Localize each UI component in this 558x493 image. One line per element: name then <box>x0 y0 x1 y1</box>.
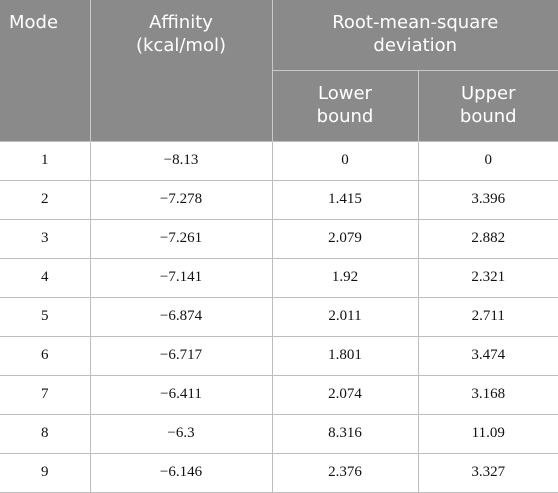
table-row: 7 −6.411 2.074 3.168 <box>0 374 558 414</box>
cell-mode: 6 <box>0 335 90 375</box>
header-rmsd: Root-mean-square deviation <box>271 0 558 70</box>
header-upper-line1: Upper <box>461 82 516 104</box>
header-lower-line1: Lower <box>318 82 372 104</box>
table-row: 1 −8.13 0 0 <box>0 140 558 180</box>
cell-lower-bound: 2.376 <box>271 452 418 493</box>
cell-affinity: −6.146 <box>89 452 272 493</box>
table-row: 8 −6.3 8.316 11.09 <box>0 413 558 453</box>
header-upper-line2: bound <box>459 105 517 127</box>
cell-upper-bound: 2.711 <box>417 296 558 336</box>
header-affinity-line2: (kcal/mol) <box>135 35 226 56</box>
cell-mode: 8 <box>0 413 90 453</box>
cell-mode: 4 <box>0 257 90 297</box>
cell-upper-bound: 2.882 <box>417 218 558 258</box>
cell-lower-bound: 1.801 <box>271 335 418 375</box>
header-affinity-line1: Affinity <box>149 12 213 33</box>
cell-affinity: −7.261 <box>89 218 272 258</box>
cell-lower-bound: 2.079 <box>271 218 418 258</box>
cell-mode: 2 <box>0 179 90 219</box>
table-row: 6 −6.717 1.801 3.474 <box>0 335 558 375</box>
cell-mode: 5 <box>0 296 90 336</box>
cell-affinity: −8.13 <box>89 140 272 180</box>
cell-lower-bound: 8.316 <box>271 413 418 453</box>
cell-lower-bound: 0 <box>271 140 418 180</box>
cell-upper-bound: 3.327 <box>417 452 558 493</box>
table-row: 5 −6.874 2.011 2.711 <box>0 296 558 336</box>
cell-upper-bound: 3.168 <box>417 374 558 414</box>
cell-affinity: −6.3 <box>89 413 272 453</box>
cell-affinity: −6.717 <box>89 335 272 375</box>
table-row: 4 −7.141 1.92 2.321 <box>0 257 558 297</box>
table-row: 2 −7.278 1.415 3.396 <box>0 179 558 219</box>
table-row: 3 −7.261 2.079 2.882 <box>0 218 558 258</box>
header-mode: Mode <box>0 0 90 141</box>
cell-affinity: −7.278 <box>89 179 272 219</box>
table-body: 1 −8.13 0 0 2 −7.278 1.415 3.396 3 −7.26… <box>0 140 558 493</box>
header-rmsd-line1: Root-mean-square <box>332 12 499 33</box>
header-lower-bound: Lower bound <box>271 69 418 141</box>
header-affinity: Affinity (kcal/mol) <box>89 0 272 141</box>
header-lower-line2: bound <box>316 105 374 127</box>
cell-affinity: −7.141 <box>89 257 272 297</box>
cell-mode: 9 <box>0 452 90 493</box>
header-upper-bound: Upper bound <box>417 69 558 141</box>
cell-upper-bound: 3.396 <box>417 179 558 219</box>
cell-lower-bound: 1.92 <box>271 257 418 297</box>
table-row: 9 −6.146 2.376 3.327 <box>0 452 558 493</box>
header-rmsd-line2: deviation <box>373 35 458 56</box>
cell-mode: 7 <box>0 374 90 414</box>
table-header: Mode Affinity (kcal/mol) Root-mean-squar… <box>0 0 558 141</box>
cell-affinity: −6.411 <box>89 374 272 414</box>
cell-upper-bound: 0 <box>417 140 558 180</box>
cell-lower-bound: 2.011 <box>271 296 418 336</box>
cell-mode: 1 <box>0 140 90 180</box>
header-mode-label: Mode <box>9 12 59 33</box>
cell-lower-bound: 2.074 <box>271 374 418 414</box>
cell-lower-bound: 1.415 <box>271 179 418 219</box>
cell-affinity: −6.874 <box>89 296 272 336</box>
cell-upper-bound: 11.09 <box>417 413 558 453</box>
cell-upper-bound: 2.321 <box>417 257 558 297</box>
cell-mode: 3 <box>0 218 90 258</box>
cell-upper-bound: 3.474 <box>417 335 558 375</box>
